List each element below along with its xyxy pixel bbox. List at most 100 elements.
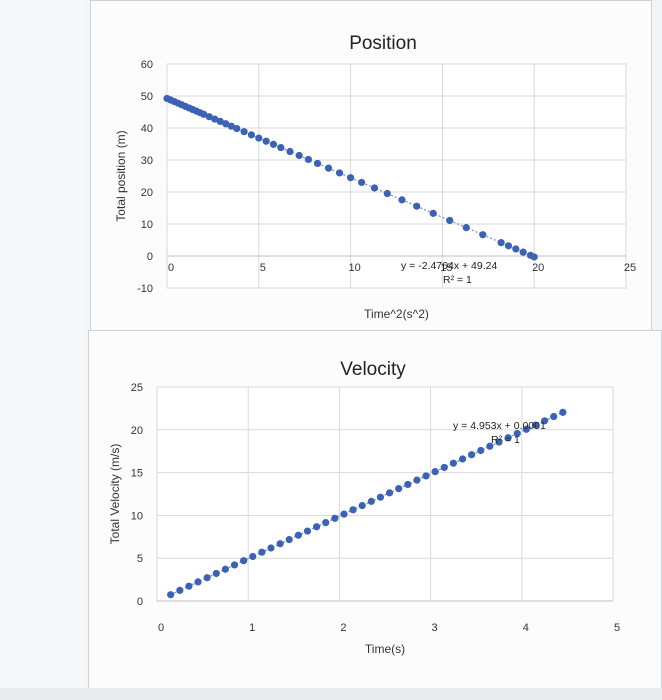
data-point xyxy=(404,480,412,489)
y-tick-label: 30 xyxy=(141,155,153,167)
data-point xyxy=(203,574,211,582)
data-point xyxy=(304,155,312,164)
data-point xyxy=(462,224,470,232)
bottom-toolbar-strip xyxy=(0,688,662,700)
data-point xyxy=(335,169,344,177)
data-point xyxy=(477,446,485,455)
data-point xyxy=(262,137,270,145)
data-point xyxy=(303,527,312,535)
velocity-chart-panel[interactable]: 0 5 10 15 20 25 0 1 2 3 4 5 Velocity Time(s) Total Vel… xyxy=(88,330,662,692)
data-point xyxy=(269,140,278,148)
data-point xyxy=(324,164,333,172)
data-point xyxy=(458,455,467,463)
y-tick-label: 25 xyxy=(131,382,143,394)
position-chart: -10 0 10 20 30 40 50 60 0 5 10 15 20 25 Position Time^2… xyxy=(114,33,636,321)
data-point xyxy=(240,557,248,565)
data-point xyxy=(440,463,448,472)
x-tick-label: 4 xyxy=(523,622,529,634)
data-point xyxy=(446,216,454,225)
data-point xyxy=(504,242,513,250)
x-tick-label: 5 xyxy=(614,622,620,634)
velocity-chart: 0 5 10 15 20 25 0 1 2 3 4 5 Velocity Time(s) Total Vel… xyxy=(108,359,620,656)
data-point xyxy=(221,565,229,573)
data-point xyxy=(383,189,391,198)
y-tick-label: 20 xyxy=(141,187,153,199)
data-point xyxy=(247,131,256,139)
data-point xyxy=(519,248,527,256)
y-tick-label: 0 xyxy=(137,596,143,608)
chart-title: Velocity xyxy=(340,359,406,380)
data-point xyxy=(194,578,202,586)
data-point xyxy=(449,459,457,467)
data-point xyxy=(176,586,184,594)
data-point xyxy=(530,253,538,261)
trendline xyxy=(166,97,535,258)
x-tick-label: 3 xyxy=(432,622,438,634)
data-point xyxy=(258,548,266,556)
left-margin xyxy=(0,0,85,700)
y-axis-label: Total position (m) xyxy=(114,130,128,221)
data-point xyxy=(286,147,294,156)
data-point xyxy=(479,231,487,239)
data-point xyxy=(167,591,175,599)
data-point xyxy=(497,239,505,247)
data-point xyxy=(267,544,275,552)
x-tick-label: 0 xyxy=(158,622,164,634)
y-axis-label: Total Velocity (m/s) xyxy=(108,444,122,545)
x-tick-label: 0 xyxy=(168,262,174,274)
data-point xyxy=(313,523,321,531)
trendline-r-squared: R² = 1 xyxy=(443,274,472,286)
data-point xyxy=(429,209,437,217)
data-point xyxy=(541,417,549,425)
data-point xyxy=(413,202,421,210)
x-tick-label: 1 xyxy=(249,622,255,634)
data-point xyxy=(285,535,293,544)
data-point xyxy=(349,506,357,514)
data-point xyxy=(367,497,375,505)
data-point xyxy=(486,442,494,450)
data-point xyxy=(205,113,213,121)
data-point xyxy=(216,117,224,126)
data-point xyxy=(230,561,239,569)
data-point xyxy=(395,485,403,493)
x-tick-label: 20 xyxy=(532,262,544,274)
y-tick-label: 20 xyxy=(131,425,143,437)
x-tick-label: 2 xyxy=(340,622,346,634)
data-point xyxy=(358,178,366,187)
data-point xyxy=(211,115,219,123)
y-tick-label: -10 xyxy=(137,283,153,295)
data-point xyxy=(294,531,302,539)
y-tick-label: 50 xyxy=(141,91,153,103)
y-tick-label: 5 xyxy=(137,553,143,565)
data-point xyxy=(185,582,193,590)
data-point xyxy=(504,434,512,442)
y-tick-label: 10 xyxy=(141,219,153,231)
data-point xyxy=(340,510,348,518)
data-point xyxy=(295,151,303,160)
x-axis-label: Time^2(s^2) xyxy=(364,307,429,321)
data-point xyxy=(422,472,430,480)
y-tick-label: 40 xyxy=(141,123,153,135)
data-point xyxy=(376,493,385,501)
data-point xyxy=(468,451,476,459)
data-point xyxy=(255,134,263,142)
data-point xyxy=(347,174,355,182)
x-tick-label: 10 xyxy=(348,262,360,274)
data-point xyxy=(431,468,439,476)
trendline-equation: y = -2.4764x + 49.24 xyxy=(401,260,497,272)
data-point xyxy=(240,128,248,136)
data-point xyxy=(512,245,520,253)
plot-area xyxy=(166,63,627,289)
y-tick-label: 0 xyxy=(147,251,153,263)
data-point xyxy=(413,476,421,484)
data-point xyxy=(277,143,285,152)
data-point xyxy=(331,514,339,522)
data-point xyxy=(222,120,230,128)
data-point xyxy=(531,421,540,429)
data-point xyxy=(495,438,503,446)
data-point xyxy=(322,518,330,527)
y-tick-label: 60 xyxy=(141,59,153,71)
data-point xyxy=(398,196,406,204)
chart-title: Position xyxy=(349,33,417,54)
position-chart-panel[interactable]: -10 0 10 20 30 40 50 60 0 5 10 15 20 25 Position Time^2… xyxy=(90,0,652,347)
